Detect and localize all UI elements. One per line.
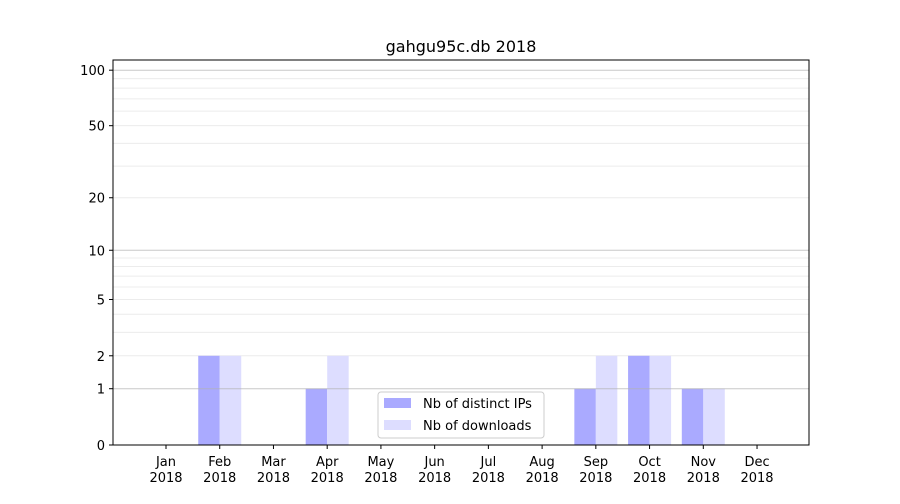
chart-title: gahgu95c.db 2018 xyxy=(386,37,537,56)
x-tick-label: May 2018 xyxy=(364,455,397,486)
legend-label: Nb of distinct IPs xyxy=(423,397,532,412)
y-tick-label: 20 xyxy=(88,192,105,207)
x-tick-label: Jul 2018 xyxy=(472,455,505,486)
bar-distinct-ips xyxy=(574,388,596,445)
bar-downloads xyxy=(703,388,725,445)
legend-box xyxy=(377,391,545,439)
x-tick-label: Mar 2018 xyxy=(257,455,290,486)
y-tick-label: 100 xyxy=(80,64,105,79)
y-tick-label: 10 xyxy=(88,244,105,259)
bar-distinct-ips xyxy=(628,355,650,445)
x-tick-label: Jun 2018 xyxy=(418,455,451,486)
x-tick-label: Jan 2018 xyxy=(149,455,182,486)
bar-distinct-ips xyxy=(681,388,704,445)
bar-distinct-ips xyxy=(305,388,328,445)
bar-downloads xyxy=(327,355,349,445)
y-tick-label: 1 xyxy=(97,383,105,398)
y-tick-label: 5 xyxy=(97,293,105,308)
x-tick-label: Oct 2018 xyxy=(633,455,666,486)
legend: Nb of distinct IPs Nb of downloads xyxy=(377,391,545,439)
bar-downloads xyxy=(649,355,672,445)
x-tick-label: Apr 2018 xyxy=(311,455,344,486)
legend-swatch xyxy=(384,420,411,430)
legend-swatch xyxy=(384,398,411,408)
axes-frame xyxy=(112,59,810,446)
y-tick-label: 0 xyxy=(97,439,105,454)
legend-label: Nb of downloads xyxy=(423,419,532,434)
x-tick-label: Aug 2018 xyxy=(526,455,559,486)
bar-downloads xyxy=(595,355,618,445)
x-tick-label: Sep 2018 xyxy=(579,455,612,486)
y-tick-label: 2 xyxy=(97,350,105,365)
x-tick-label: Dec 2018 xyxy=(740,455,773,486)
x-tick-label: Feb 2018 xyxy=(203,455,236,486)
y-tick-label: 50 xyxy=(88,120,105,135)
bar-distinct-ips xyxy=(198,355,220,445)
bar-downloads xyxy=(219,355,242,445)
x-tick-label: Nov 2018 xyxy=(687,455,720,486)
